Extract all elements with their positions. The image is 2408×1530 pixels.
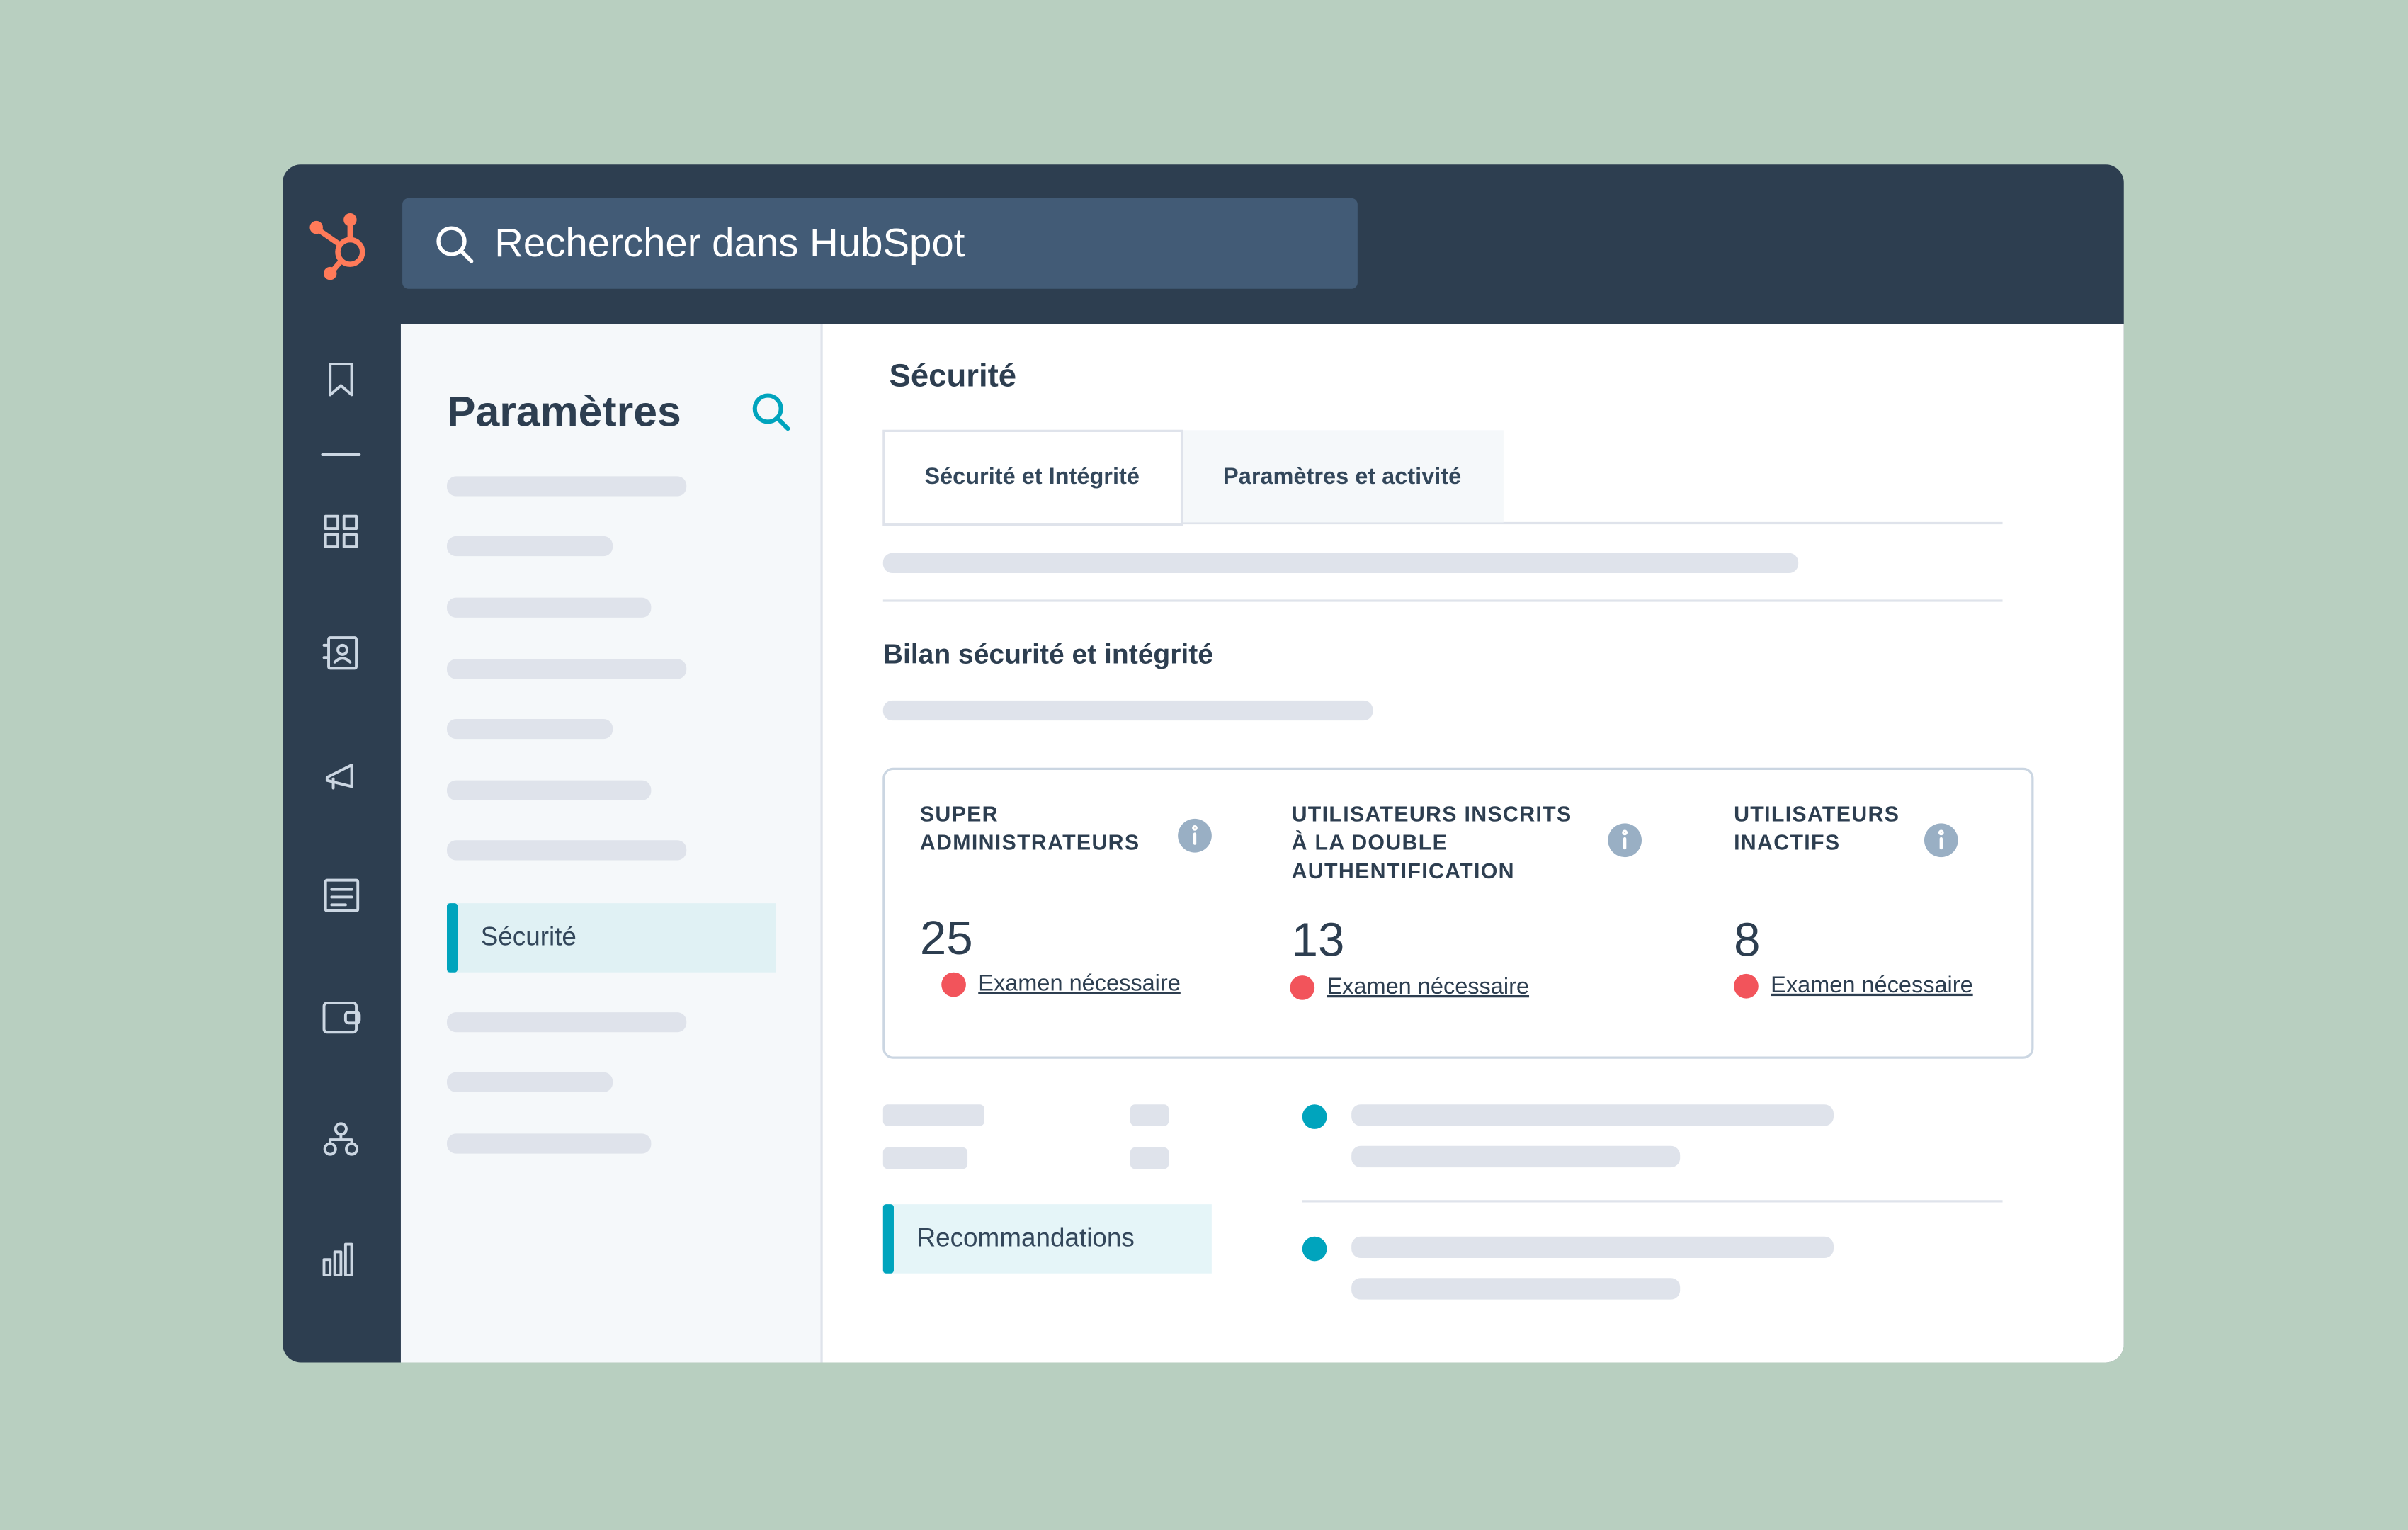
bookmark-icon[interactable]	[329, 363, 353, 397]
sidebar-title: Paramètres	[447, 387, 681, 436]
contacts-icon[interactable]	[322, 636, 358, 670]
recommendations[interactable]: Recommandations	[917, 1223, 1135, 1252]
stat-value: 13	[1292, 913, 1345, 966]
content-icon[interactable]	[324, 878, 360, 912]
bottom-placeholders	[882, 1104, 2003, 1300]
dashboard-icon[interactable]	[324, 514, 358, 549]
stat-value: 8	[1734, 913, 1760, 966]
search-box[interactable]	[402, 198, 1358, 289]
tab-active[interactable]	[882, 429, 1183, 526]
logo	[309, 213, 365, 280]
stat-label: ADMINISTRATEURS	[920, 832, 1140, 855]
stat-label: UTILISATEURS INSCRITS	[1292, 803, 1572, 827]
sidebar-placeholders	[446, 476, 687, 1154]
info-dot	[1192, 825, 1198, 831]
info-glyph	[1622, 829, 1628, 850]
status-link[interactable]: Examen nécessaire	[1771, 972, 1973, 997]
recommendations-bg[interactable]	[882, 1204, 1212, 1274]
active-indicator	[446, 903, 458, 973]
tab-inactive[interactable]	[1182, 430, 1504, 523]
status-dot	[941, 972, 966, 997]
app-window: Rechercher dans HubSpot Paramètres	[282, 164, 2124, 1363]
stat-label: INACTIFS	[1734, 832, 1840, 855]
info-glyph	[1938, 829, 1944, 850]
status-dot	[1734, 973, 1759, 999]
marketing-icon[interactable]	[325, 764, 353, 790]
placeholder	[882, 700, 1373, 721]
tab-label[interactable]: Sécurité et Intégrité	[924, 463, 1140, 489]
sidebar-search-icon[interactable]	[752, 393, 790, 431]
recommendations-indicator	[882, 1204, 894, 1274]
info-dot	[1938, 829, 1944, 836]
stat-label: UTILISATEURS	[1734, 803, 1899, 827]
stat-value: 25	[920, 912, 973, 965]
stat-label: SUPER	[920, 803, 999, 827]
status-link[interactable]: Examen nécessaire	[978, 970, 1181, 996]
search-placeholder: Rechercher dans HubSpot	[494, 220, 965, 265]
commerce-icon[interactable]	[322, 1002, 361, 1034]
reports-icon[interactable]	[322, 1242, 353, 1276]
info-glyph	[1192, 825, 1198, 845]
tab-label[interactable]: Paramètres et activité	[1223, 463, 1461, 489]
search-icon	[436, 226, 474, 264]
status-link[interactable]: Examen nécessaire	[1327, 973, 1529, 999]
active-item-bg[interactable]	[446, 903, 776, 973]
section-title: Bilan sécurité et intégrité	[883, 639, 1213, 669]
stat-label: AUTHENTIFICATION	[1292, 860, 1515, 883]
info-dot	[1622, 829, 1628, 836]
stat-label: À LA DOUBLE	[1292, 831, 1448, 855]
automation-icon[interactable]	[323, 1122, 359, 1156]
status-dot	[1290, 975, 1315, 1000]
page-title: Sécurité	[889, 358, 1016, 394]
nav-rail	[321, 363, 361, 1276]
active-item[interactable]: Sécurité	[481, 922, 577, 951]
placeholder	[882, 552, 1799, 573]
